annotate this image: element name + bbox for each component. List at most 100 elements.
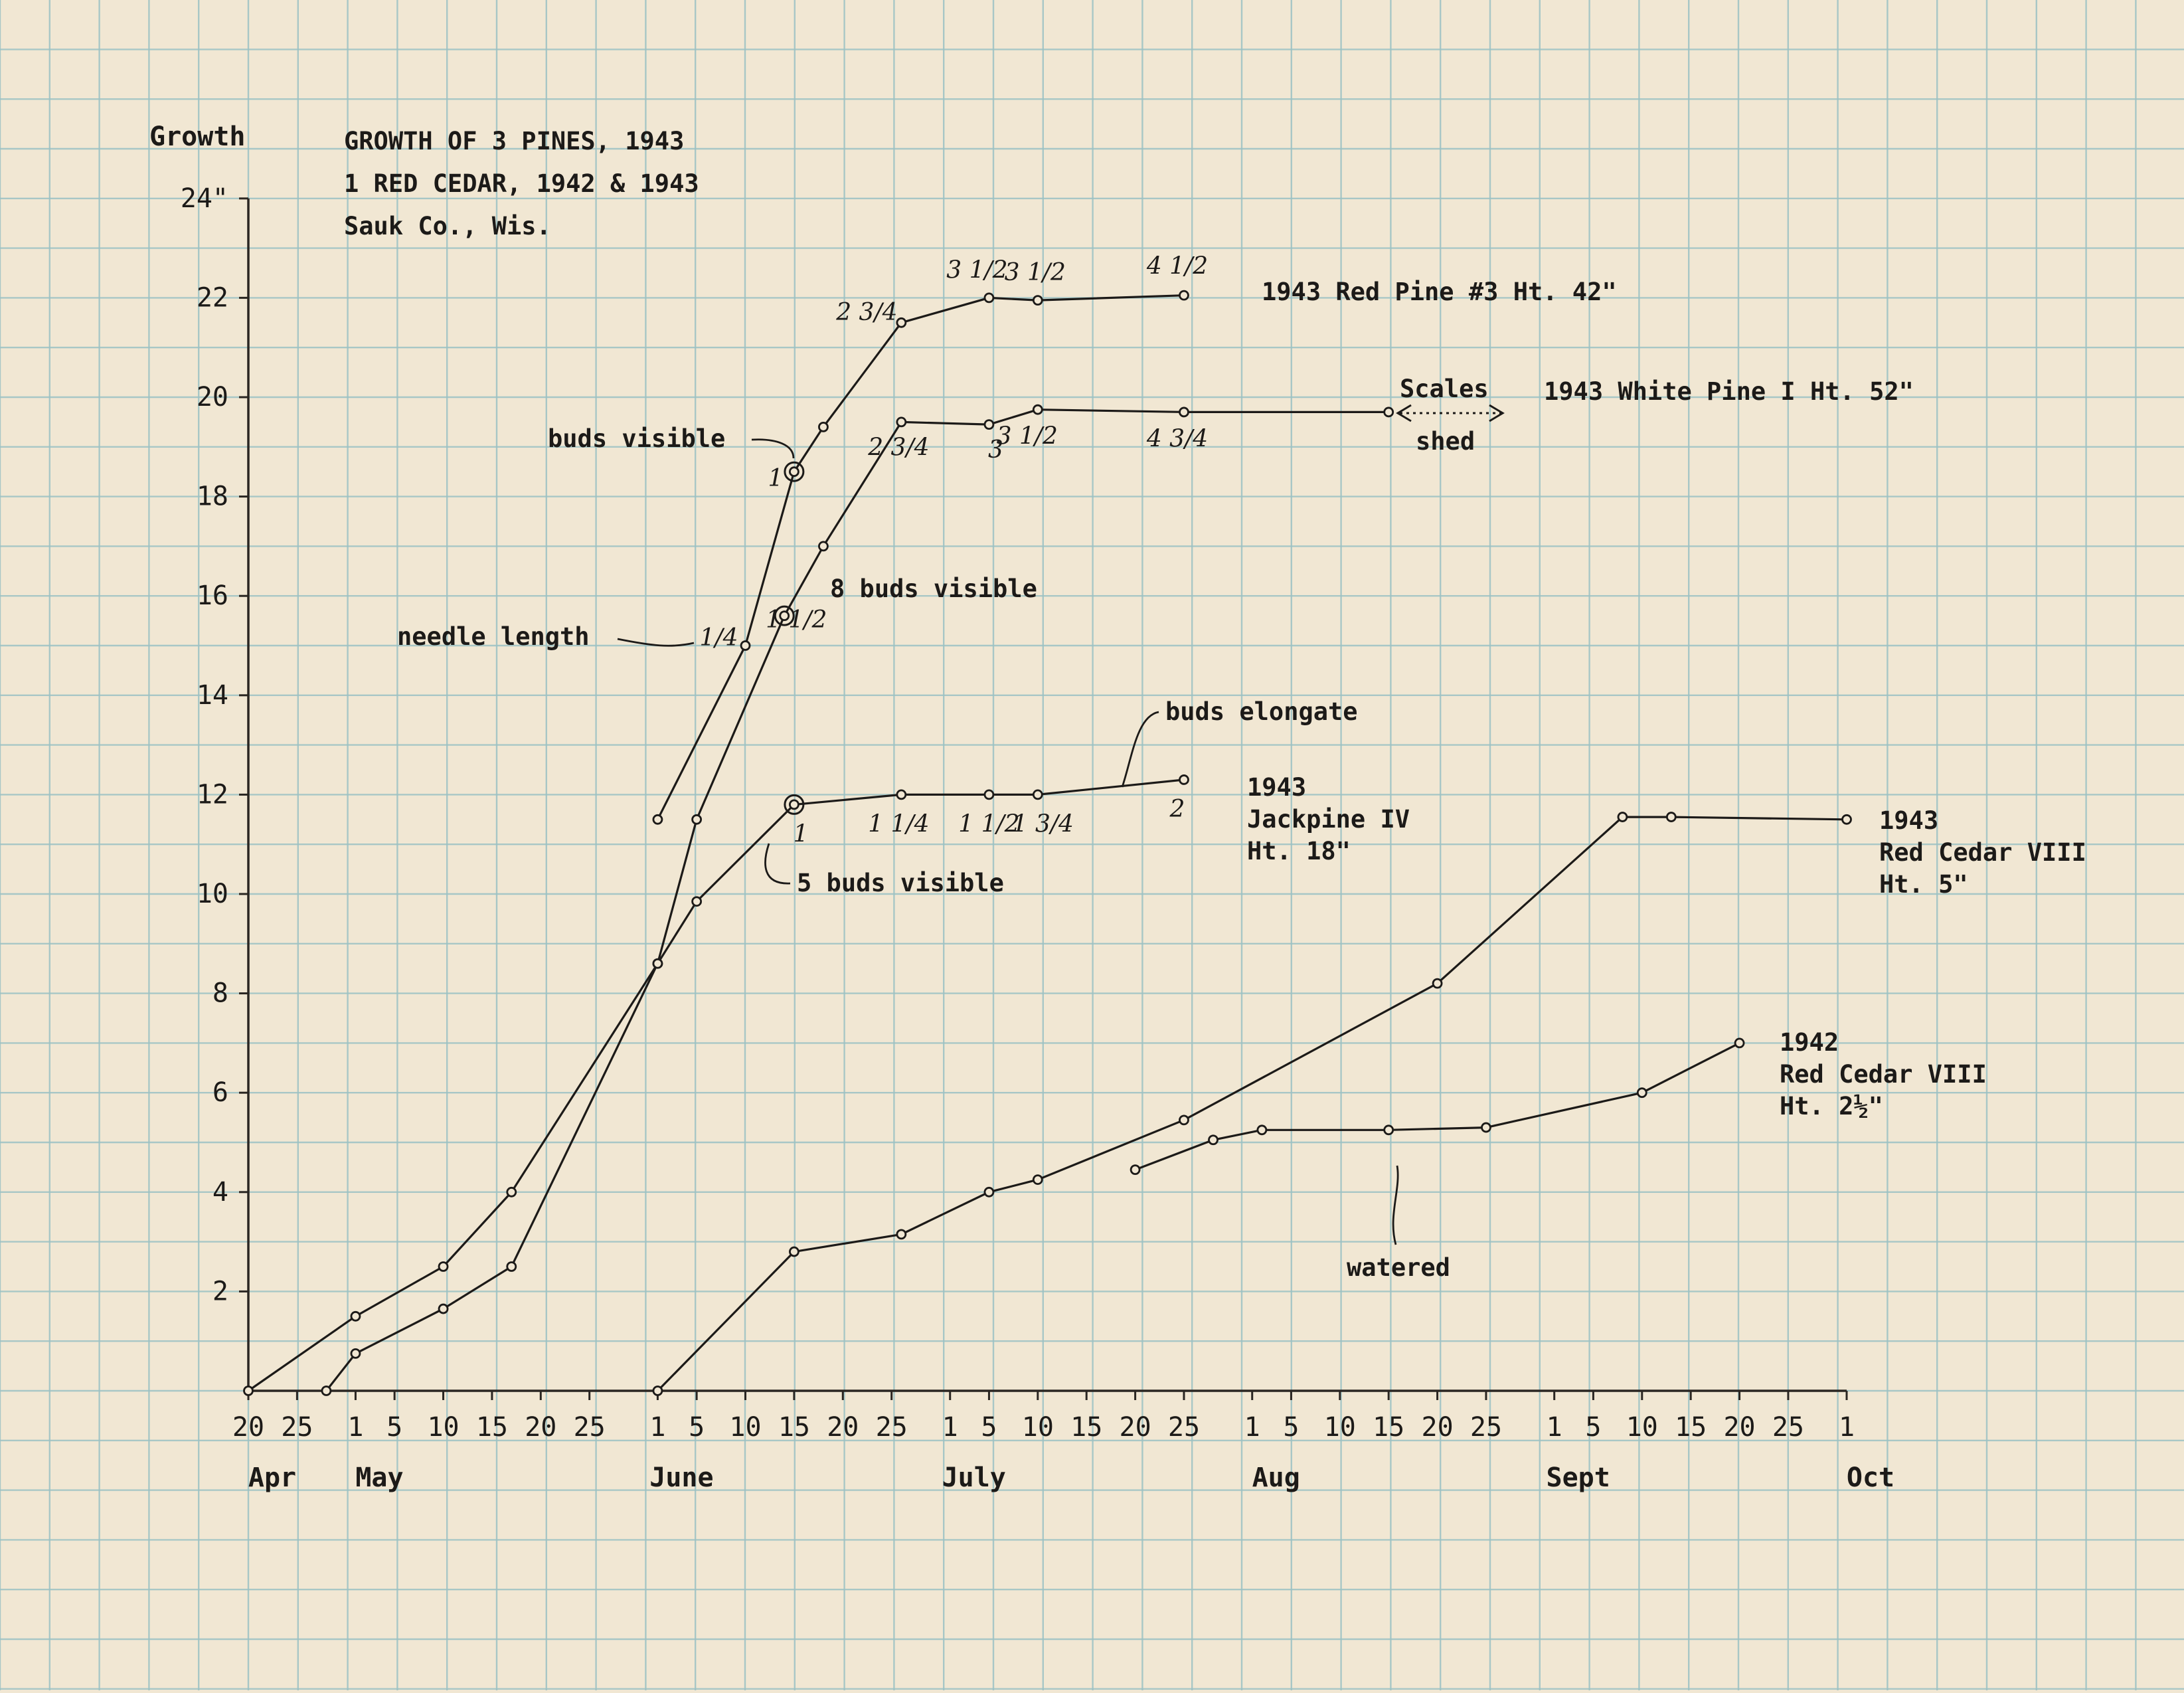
- needle-length-label: 1: [768, 465, 783, 492]
- x-tick-label: 25: [574, 1412, 606, 1443]
- data-point: [1481, 1122, 1491, 1133]
- data-point: [983, 1186, 995, 1198]
- data-point: [1841, 814, 1852, 825]
- bud-marker-ring: [784, 794, 805, 815]
- data-point: [896, 789, 907, 800]
- annotation-watered: watered: [1347, 1253, 1450, 1282]
- annotation-arrow: [1121, 711, 1159, 788]
- data-point: [243, 1385, 254, 1396]
- x-tick-label: 15: [1675, 1412, 1707, 1443]
- data-point: [818, 541, 829, 552]
- annotation-arrow: [617, 638, 695, 647]
- needle-length-label: 2: [1169, 796, 1185, 823]
- x-tick-label: 10: [1324, 1412, 1356, 1443]
- x-tick-label: 25: [1470, 1412, 1502, 1443]
- y-tick-label: 24": [181, 183, 228, 214]
- x-tick-label: 5: [386, 1412, 402, 1443]
- y-tick-label: 2: [212, 1276, 228, 1306]
- data-point: [779, 610, 790, 622]
- x-tick-label: 20: [827, 1412, 859, 1443]
- data-point: [506, 1261, 517, 1272]
- annotation-eight-buds: 8 buds visible: [830, 575, 1037, 603]
- needle-length-label: 4 3/4: [1146, 425, 1208, 452]
- x-tick-label: 5: [1585, 1412, 1601, 1443]
- x-tick-label: 20: [525, 1412, 556, 1443]
- needle-length-label: 1: [793, 820, 808, 847]
- needle-length-label: 1 3/4: [1013, 810, 1074, 838]
- needle-length-label: 2 3/4: [867, 434, 929, 461]
- needle-length-label: 1 1/2: [958, 810, 1019, 838]
- x-tick-label: 15: [476, 1412, 508, 1443]
- series-label: Ht. 5": [1879, 870, 1968, 899]
- data-point: [652, 1385, 663, 1396]
- y-tick-label: 4: [212, 1177, 228, 1207]
- needle-length-label: 1 1/2: [766, 606, 827, 634]
- series-line: [1135, 1041, 1740, 1171]
- annotation-arrow: [764, 843, 791, 885]
- x-tick-label: 25: [876, 1412, 908, 1443]
- needle-length-label: 4 1/2: [1146, 253, 1208, 280]
- x-tick-label: 1: [942, 1412, 958, 1443]
- month-label: Sept: [1547, 1463, 1610, 1493]
- x-tick-label: 15: [1070, 1412, 1102, 1443]
- x-tick-label: 5: [1283, 1412, 1299, 1443]
- data-point: [1032, 1174, 1043, 1185]
- annotation-buds-elongate: buds elongate: [1165, 697, 1358, 726]
- data-point: [818, 421, 829, 432]
- annotation-scales: Scales: [1400, 375, 1489, 403]
- annotation-shed: shed: [1416, 427, 1475, 456]
- x-tick-label: 20: [1120, 1412, 1151, 1443]
- x-tick-label: 20: [232, 1412, 264, 1443]
- series-label: 1943: [1247, 773, 1306, 802]
- series-label: Jackpine IV: [1247, 805, 1410, 834]
- data-point: [438, 1303, 449, 1314]
- series-label: 1943 Red Pine #3 Ht. 42": [1262, 278, 1617, 306]
- y-tick-label: 12: [197, 779, 228, 810]
- data-point: [350, 1348, 361, 1359]
- x-tick-label: 1: [1839, 1412, 1855, 1443]
- data-point: [789, 799, 799, 810]
- y-tick-label: 22: [197, 282, 228, 313]
- data-point: [1032, 295, 1043, 306]
- month-label: Apr: [248, 1463, 296, 1493]
- month-label: Oct: [1847, 1463, 1894, 1493]
- y-tick-label: 20: [197, 382, 228, 412]
- data-point: [1179, 774, 1189, 785]
- x-tick-label: 1: [1547, 1412, 1562, 1443]
- month-label: May: [355, 1463, 403, 1493]
- data-point: [983, 789, 995, 800]
- series-line: [248, 408, 1389, 1392]
- series-line: [325, 778, 1185, 1391]
- data-point: [438, 1261, 449, 1272]
- needle-length-label: 3 1/2: [946, 256, 1007, 284]
- data-point: [896, 416, 907, 428]
- x-tick-label: 5: [981, 1412, 997, 1443]
- y-tick-label: 16: [197, 580, 228, 611]
- data-point: [652, 814, 663, 825]
- series-label: Red Cedar VIII: [1879, 838, 2086, 867]
- data-point: [1383, 1124, 1394, 1136]
- chart-title-line: Sauk Co., Wis.: [344, 212, 551, 240]
- data-point: [1617, 812, 1628, 822]
- month-label: June: [649, 1463, 713, 1493]
- data-point: [1383, 406, 1394, 418]
- data-point: [691, 814, 703, 825]
- needle-length-label: 2 3/4: [835, 299, 897, 326]
- needle-length-label: 3 1/2: [1005, 259, 1066, 286]
- data-point: [1665, 812, 1677, 822]
- y-tick-label: 6: [212, 1077, 228, 1108]
- bud-marker-ring: [784, 461, 805, 482]
- x-tick-label: 1: [649, 1412, 665, 1443]
- x-tick-label: 20: [1723, 1412, 1755, 1443]
- data-point: [789, 466, 799, 478]
- y-tick-label: 18: [197, 482, 228, 512]
- data-point: [740, 640, 751, 651]
- data-point: [983, 419, 995, 430]
- annotation-needle-length: needle length: [397, 622, 590, 651]
- needle-length-label: 3: [988, 436, 1003, 464]
- data-point: [1179, 290, 1189, 301]
- data-point: [506, 1186, 517, 1198]
- y-axis-label: Growth: [149, 122, 246, 152]
- data-point: [983, 292, 995, 304]
- chart-title-line: GROWTH OF 3 PINES, 1943: [344, 127, 684, 155]
